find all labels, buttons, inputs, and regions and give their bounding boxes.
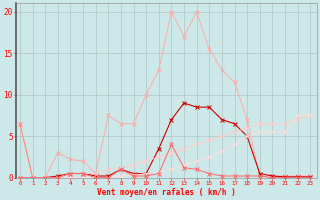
X-axis label: Vent moyen/en rafales ( km/h ): Vent moyen/en rafales ( km/h ) [97, 188, 236, 197]
